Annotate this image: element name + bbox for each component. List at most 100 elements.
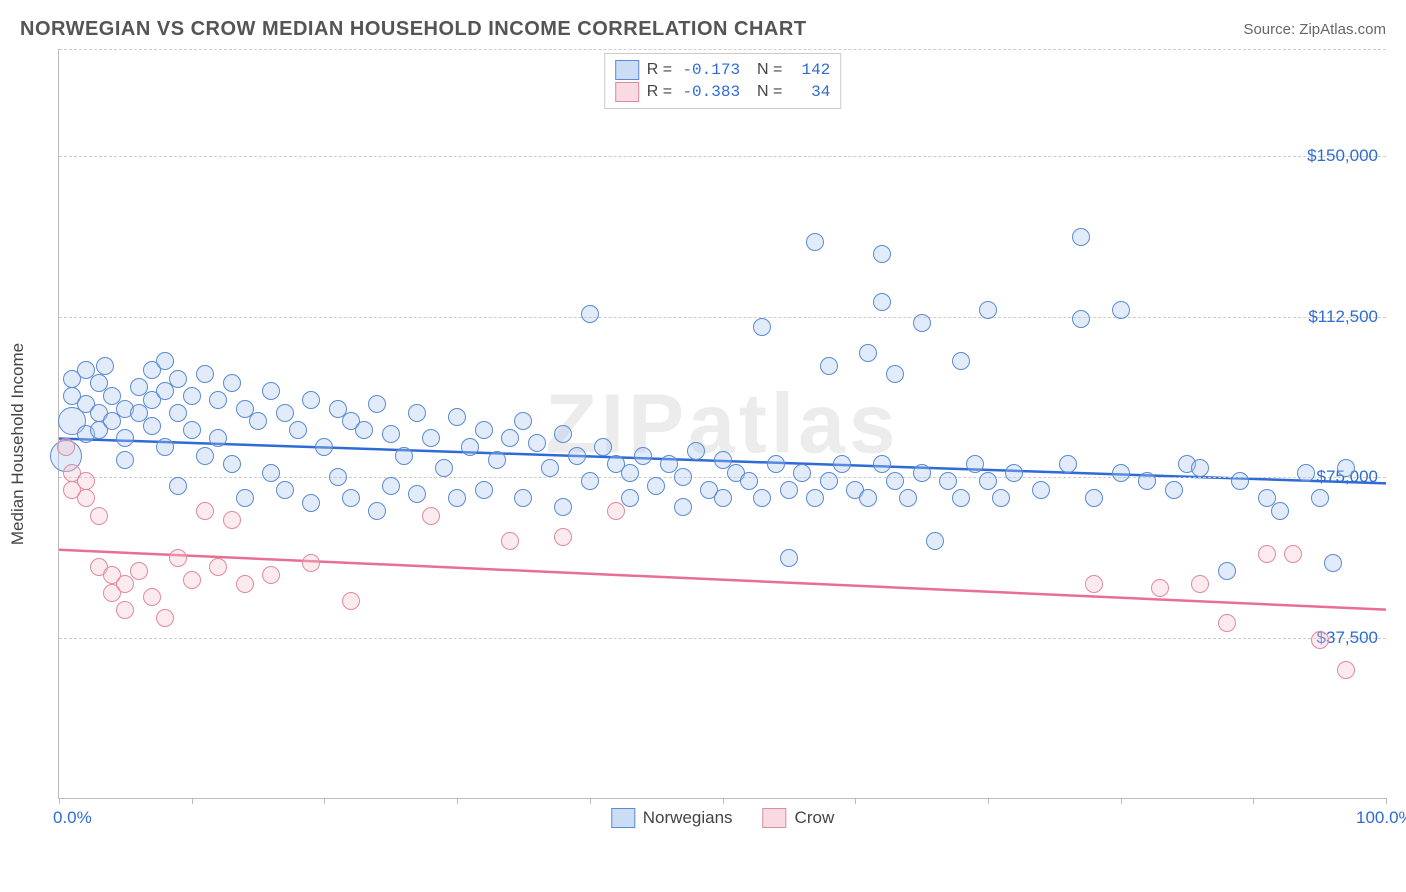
data-point — [501, 429, 519, 447]
x-tick — [855, 798, 856, 804]
data-point — [1218, 562, 1236, 580]
data-point — [196, 502, 214, 520]
data-point — [169, 370, 187, 388]
data-point — [714, 489, 732, 507]
data-point — [607, 502, 625, 520]
data-point — [262, 464, 280, 482]
stat-row: R = -0.173 N = 142 — [615, 60, 831, 80]
data-point — [753, 489, 771, 507]
data-point — [382, 477, 400, 495]
data-point — [581, 305, 599, 323]
x-tick — [1121, 798, 1122, 804]
data-point — [475, 421, 493, 439]
data-point — [939, 472, 957, 490]
data-point — [156, 352, 174, 370]
data-point — [1112, 464, 1130, 482]
data-point — [820, 357, 838, 375]
data-point — [461, 438, 479, 456]
x-tick-label: 0.0% — [53, 808, 92, 828]
data-point — [395, 447, 413, 465]
data-point — [77, 489, 95, 507]
data-point — [767, 455, 785, 473]
data-point — [408, 404, 426, 422]
stat-n-value: 142 — [790, 61, 830, 79]
plot-area: ZIPatlas R =-0.173 N =142R =-0.383 N =34… — [58, 49, 1386, 799]
data-point — [408, 485, 426, 503]
data-point — [674, 498, 692, 516]
data-point — [236, 575, 254, 593]
data-point — [382, 425, 400, 443]
data-point — [223, 374, 241, 392]
data-point — [1085, 489, 1103, 507]
data-point — [302, 554, 320, 572]
data-point — [1112, 301, 1130, 319]
data-point — [196, 365, 214, 383]
data-point — [514, 489, 532, 507]
series-legend: NorwegiansCrow — [611, 808, 834, 828]
x-tick — [590, 798, 591, 804]
data-point — [952, 352, 970, 370]
legend-item: Norwegians — [611, 808, 733, 828]
data-point — [249, 412, 267, 430]
data-point — [1072, 310, 1090, 328]
legend-swatch — [611, 808, 635, 828]
stat-n-label: N = — [748, 61, 782, 79]
data-point — [435, 459, 453, 477]
data-point — [1311, 489, 1329, 507]
data-point — [1005, 464, 1023, 482]
data-point — [289, 421, 307, 439]
data-point — [501, 532, 519, 550]
x-tick — [192, 798, 193, 804]
gridline — [59, 477, 1386, 478]
data-point — [209, 558, 227, 576]
data-point — [873, 245, 891, 263]
data-point — [859, 344, 877, 362]
data-point — [1258, 545, 1276, 563]
data-point — [899, 489, 917, 507]
data-point — [1231, 472, 1249, 490]
stat-r-value: -0.173 — [680, 61, 740, 79]
data-point — [687, 442, 705, 460]
data-point — [169, 549, 187, 567]
stat-r-label: R = — [647, 61, 672, 79]
data-point — [156, 609, 174, 627]
gridline — [59, 638, 1386, 639]
x-tick — [723, 798, 724, 804]
data-point — [806, 489, 824, 507]
data-point — [262, 382, 280, 400]
data-point — [90, 507, 108, 525]
data-point — [554, 425, 572, 443]
data-point — [475, 481, 493, 499]
data-point — [753, 318, 771, 336]
data-point — [77, 472, 95, 490]
data-point — [223, 511, 241, 529]
data-point — [236, 489, 254, 507]
data-point — [793, 464, 811, 482]
data-point — [209, 391, 227, 409]
data-point — [1191, 575, 1209, 593]
data-point — [913, 314, 931, 332]
data-point — [116, 429, 134, 447]
data-point — [1218, 614, 1236, 632]
data-point — [130, 562, 148, 580]
y-tick-label: $112,500 — [1308, 307, 1378, 327]
trend-line — [59, 550, 1386, 610]
correlation-stats-box: R =-0.173 N =142R =-0.383 N =34 — [604, 53, 842, 109]
y-tick-label: $150,000 — [1307, 146, 1378, 166]
data-point — [594, 438, 612, 456]
stat-r-value: -0.383 — [680, 83, 740, 101]
data-point — [183, 421, 201, 439]
data-point — [209, 429, 227, 447]
data-point — [806, 233, 824, 251]
data-point — [873, 293, 891, 311]
data-point — [621, 464, 639, 482]
x-tick — [1386, 798, 1387, 804]
stat-row: R =-0.383 N =34 — [615, 82, 831, 102]
data-point — [183, 387, 201, 405]
data-point — [979, 301, 997, 319]
data-point — [1284, 545, 1302, 563]
legend-swatch — [615, 82, 639, 102]
data-point — [196, 447, 214, 465]
data-point — [302, 494, 320, 512]
stat-r-label: R = — [647, 83, 672, 101]
